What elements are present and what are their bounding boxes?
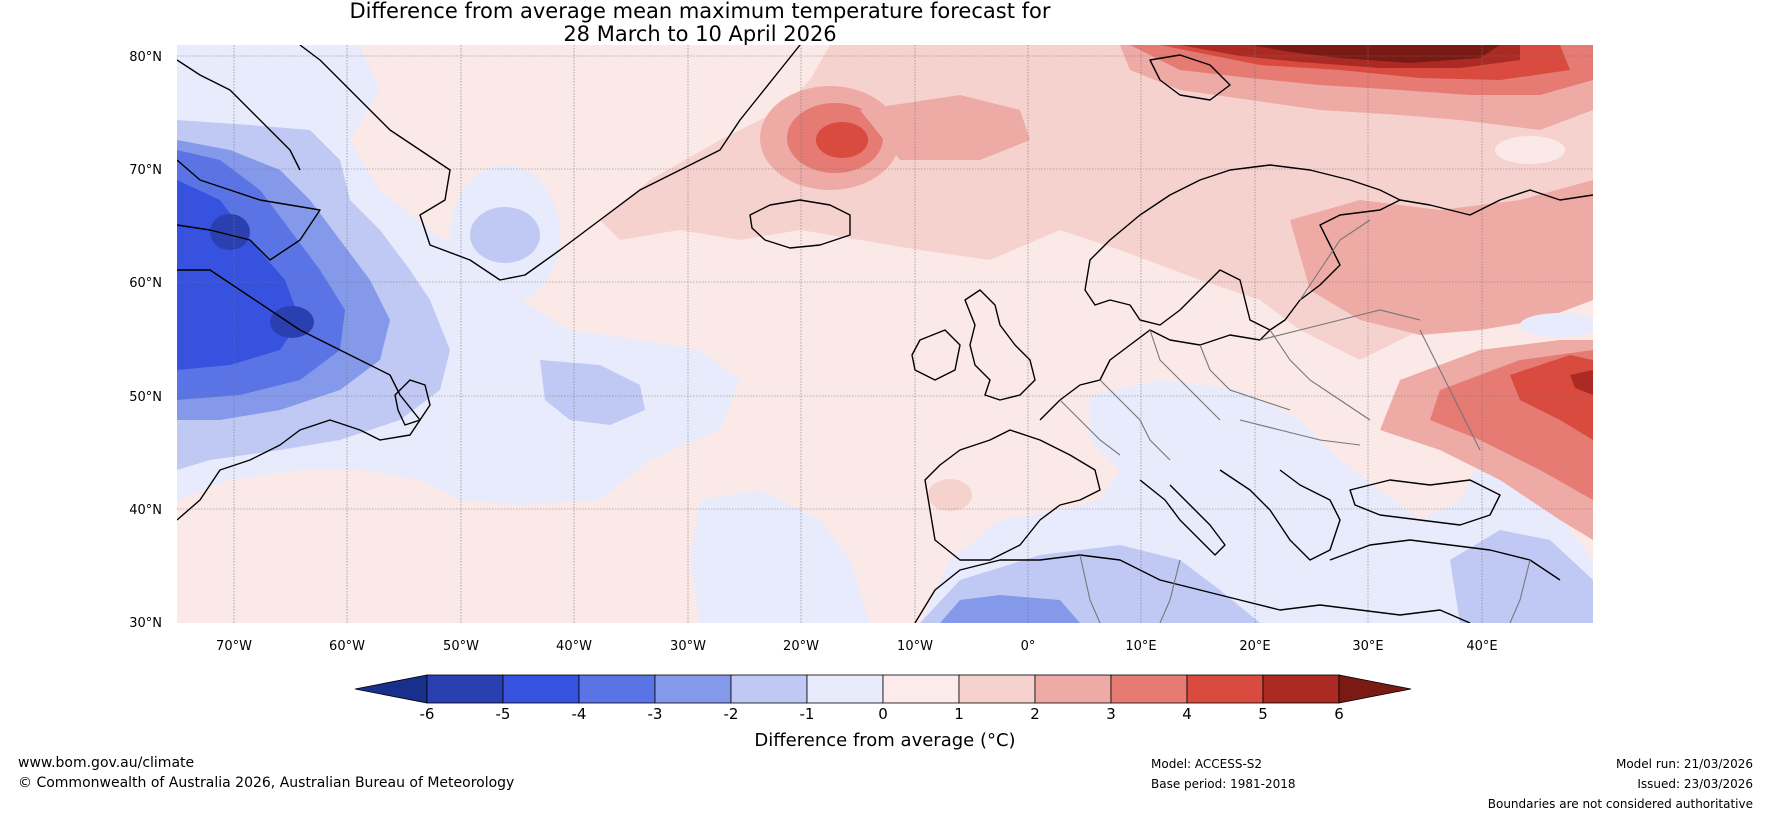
warm-anomaly-russia-north xyxy=(1290,180,1593,335)
colorbar-tick-label: -4 xyxy=(572,705,587,723)
lon-tick-label: 70°W xyxy=(216,639,252,654)
lon-tick-label: 40°E xyxy=(1466,639,1497,654)
coastline-russia-north xyxy=(1399,189,1593,216)
coastline-italy xyxy=(1139,479,1226,556)
cool-anomaly-core-2 xyxy=(210,214,250,250)
lon-tick-label: 10°E xyxy=(1125,639,1156,654)
colorbar-segment xyxy=(426,674,504,704)
cool-anomaly-middle-east xyxy=(1450,530,1593,623)
colorbar-tick-label: 2 xyxy=(1030,705,1040,723)
base-period-text: Base period: 1981-2018 xyxy=(1151,777,1296,791)
lon-tick-label: 0° xyxy=(1021,639,1036,654)
colorbar-tick-label: 0 xyxy=(878,705,888,723)
colorbar-segment xyxy=(882,674,960,704)
cool-anomaly-atlantic-south xyxy=(690,490,870,623)
coastline-scandinavia xyxy=(1084,164,1401,331)
disclaimer-text: Boundaries are not considered authoritat… xyxy=(1487,797,1753,811)
colorbar: -6 -5 -4 -3 -2 -1 0 1 2 3 4 5 6 xyxy=(354,674,1412,723)
colorbar-tick-label: 5 xyxy=(1258,705,1268,723)
colorbar-tick-label: -3 xyxy=(648,705,663,723)
cool-anomaly-minus4-to-minus5 xyxy=(177,180,300,370)
colorbar-segment xyxy=(806,674,884,704)
title-line-2: 28 March to 10 April 2026 xyxy=(563,22,837,46)
lon-tick-label: 10°W xyxy=(897,639,933,654)
colorbar-segment xyxy=(578,674,656,704)
map-area xyxy=(177,45,1593,623)
warm-anomaly-russia-south-peak xyxy=(1570,370,1593,395)
lat-tick-label: 80°N xyxy=(129,50,162,65)
colorbar-tick-label: 1 xyxy=(954,705,964,723)
model-run-text: Model run: 21/03/2026 xyxy=(1615,757,1753,771)
colorbar-segment xyxy=(1262,674,1340,704)
lat-tick-label: 30°N xyxy=(129,616,162,631)
colorbar-segment xyxy=(1110,674,1188,704)
lon-tick-label: 20°E xyxy=(1239,639,1270,654)
warm-anomaly-norwegian-sea-core xyxy=(816,122,868,158)
gridlines xyxy=(177,45,1593,623)
coastline-great-britain xyxy=(964,289,1036,401)
lat-tick-label: 60°N xyxy=(129,276,162,291)
colorbar-segment xyxy=(1034,674,1112,704)
colorbar-segment xyxy=(1186,674,1264,704)
colorbar-segment xyxy=(502,674,580,704)
colorbar-extend-under xyxy=(354,674,428,704)
lat-tick-label: 70°N xyxy=(129,163,162,178)
lon-tick-label: 50°W xyxy=(443,639,479,654)
coastline-ireland xyxy=(911,329,961,381)
coastlines xyxy=(177,45,1593,623)
copyright-text: © Commonwealth of Australia 2026, Austra… xyxy=(18,775,515,791)
coastline-north-africa xyxy=(914,554,1471,623)
coastline-newfoundland xyxy=(394,379,431,426)
colorbar-segment xyxy=(958,674,1036,704)
model-text: Model: ACCESS-S2 xyxy=(1151,757,1263,771)
coastline-iceland xyxy=(749,199,851,249)
website-text: www.bom.gov.au/climate xyxy=(18,755,195,771)
coastline-greenland xyxy=(299,45,801,281)
lat-tick-label: 40°N xyxy=(129,503,162,518)
lon-tick-label: 30°W xyxy=(670,639,706,654)
lat-tick-label: 50°N xyxy=(129,390,162,405)
lon-tick-label: 30°E xyxy=(1352,639,1383,654)
cool-anomaly-north-africa-core xyxy=(940,595,1080,623)
lon-tick-label: 40°W xyxy=(556,639,592,654)
colorbar-tick-label: -5 xyxy=(496,705,511,723)
colorbar-segment xyxy=(730,674,808,704)
coastline-balkans xyxy=(1219,469,1341,561)
colorbar-tick-label: 4 xyxy=(1182,705,1192,723)
cool-anomaly-mid-atlantic xyxy=(540,360,645,425)
colorbar-tick-label: 6 xyxy=(1334,705,1344,723)
coastline-iberia xyxy=(924,429,1101,561)
warm-anomaly-gap-arctic xyxy=(1495,136,1565,164)
coastline-baffin-island xyxy=(177,159,321,261)
lon-tick-label: 60°W xyxy=(329,639,365,654)
colorbar-tick-label: -2 xyxy=(724,705,739,723)
lon-tick-label: 20°W xyxy=(783,639,819,654)
lon-tick-labels: 70°W 60°W 50°W 40°W 30°W 20°W 10°W 0° 10… xyxy=(216,639,1498,654)
coastline-svalbard xyxy=(1149,54,1231,101)
coastline-black-sea xyxy=(1349,479,1501,526)
cool-anomaly-greenland-core xyxy=(470,207,540,263)
colorbar-extend-over xyxy=(1338,674,1412,704)
coastline-baffin xyxy=(177,59,301,171)
country-borders xyxy=(1059,219,1531,623)
coastline-labrador xyxy=(177,269,421,521)
colorbar-label: Difference from average (°C) xyxy=(754,730,1016,751)
cool-anomaly-russia-small xyxy=(1520,313,1593,337)
coastline-europe xyxy=(1039,329,1271,421)
warm-anomaly-north-band xyxy=(860,95,1030,160)
colorbar-tick-label: -1 xyxy=(800,705,815,723)
cool-anomaly-minus5-to-minus6 xyxy=(270,306,314,338)
colorbar-segment xyxy=(654,674,732,704)
lat-tick-labels: 80°N 70°N 60°N 50°N 40°N 30°N xyxy=(129,50,162,631)
colorbar-tick-label: -6 xyxy=(420,705,435,723)
warm-anomaly-6-plus-north xyxy=(1250,45,1500,63)
issued-text: Issued: 23/03/2026 xyxy=(1637,777,1753,791)
colorbar-tick-label: 3 xyxy=(1106,705,1116,723)
title-line-1: Difference from average mean maximum tem… xyxy=(349,0,1051,23)
warm-anomaly-iberia xyxy=(928,479,972,511)
